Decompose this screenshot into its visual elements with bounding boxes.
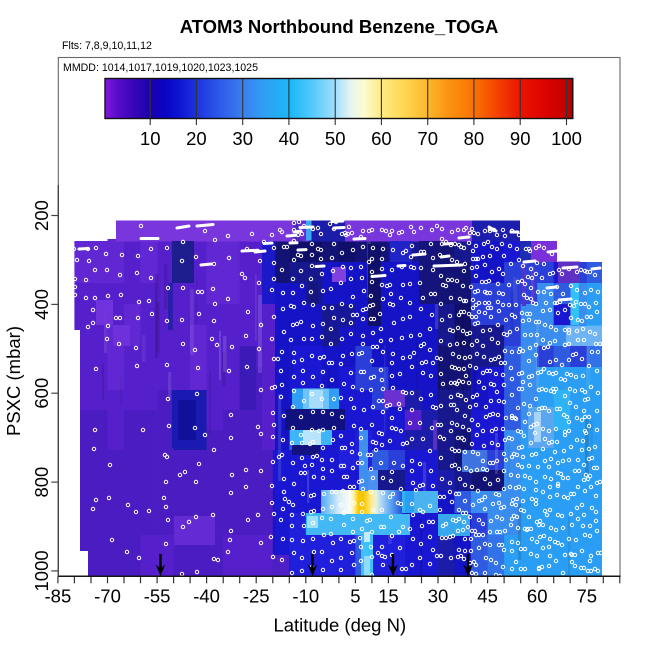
svg-text:800: 800 xyxy=(31,467,52,498)
svg-text:-25: -25 xyxy=(243,586,270,607)
svg-text:75: 75 xyxy=(577,586,598,607)
svg-text:30: 30 xyxy=(232,128,253,149)
svg-text:60: 60 xyxy=(527,586,548,607)
svg-text:400: 400 xyxy=(31,289,52,320)
svg-text:Flts: 7,8,9,10,11,12: Flts: 7,8,9,10,11,12 xyxy=(62,40,152,52)
svg-text:-70: -70 xyxy=(94,586,121,607)
svg-text:15: 15 xyxy=(378,586,399,607)
svg-text:30: 30 xyxy=(428,586,449,607)
svg-text:50: 50 xyxy=(325,128,346,149)
svg-text:10: 10 xyxy=(140,128,161,149)
svg-text:5: 5 xyxy=(350,586,360,607)
svg-text:-40: -40 xyxy=(193,586,220,607)
svg-text:1000: 1000 xyxy=(31,550,52,591)
svg-text:600: 600 xyxy=(31,378,52,409)
svg-text:80: 80 xyxy=(464,128,485,149)
svg-text:70: 70 xyxy=(417,128,438,149)
svg-text:60: 60 xyxy=(371,128,392,149)
svg-text:200: 200 xyxy=(31,200,52,231)
svg-text:Latitude (deg N): Latitude (deg N) xyxy=(273,615,406,636)
svg-text:90: 90 xyxy=(510,128,531,149)
svg-text:-55: -55 xyxy=(144,586,171,607)
svg-text:100: 100 xyxy=(551,128,582,149)
svg-text:45: 45 xyxy=(477,586,498,607)
svg-text:-10: -10 xyxy=(292,586,319,607)
svg-text:20: 20 xyxy=(186,128,207,149)
svg-text:40: 40 xyxy=(279,128,300,149)
svg-text:PSXC (mbar): PSXC (mbar) xyxy=(3,326,24,436)
svg-text:ATOM3 Northbound Benzene_TOGA: ATOM3 Northbound Benzene_TOGA xyxy=(180,16,499,37)
svg-text:MMDD: 1014,1017,1019,1020,1023: MMDD: 1014,1017,1019,1020,1023,1025 xyxy=(63,62,258,74)
